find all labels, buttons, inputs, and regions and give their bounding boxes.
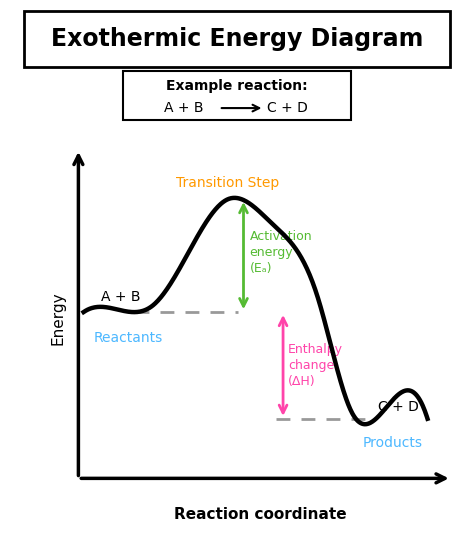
FancyBboxPatch shape xyxy=(24,11,450,67)
Text: Transition Step: Transition Step xyxy=(176,176,280,190)
Text: C + D: C + D xyxy=(378,400,419,414)
Text: Activation
energy
(Eₐ): Activation energy (Eₐ) xyxy=(250,230,312,275)
Text: Exothermic Energy Diagram: Exothermic Energy Diagram xyxy=(51,27,423,51)
Text: A + B: A + B xyxy=(164,101,204,115)
Text: Energy: Energy xyxy=(50,292,65,345)
Text: A + B: A + B xyxy=(101,291,140,304)
Text: Products: Products xyxy=(362,436,422,450)
FancyBboxPatch shape xyxy=(123,71,351,120)
Text: Enthalpy
change
(ΔH): Enthalpy change (ΔH) xyxy=(288,343,343,388)
Text: C + D: C + D xyxy=(266,101,308,115)
Text: Example reaction:: Example reaction: xyxy=(166,79,308,93)
Text: Reactants: Reactants xyxy=(94,331,163,345)
Text: Reaction coordinate: Reaction coordinate xyxy=(174,507,347,522)
